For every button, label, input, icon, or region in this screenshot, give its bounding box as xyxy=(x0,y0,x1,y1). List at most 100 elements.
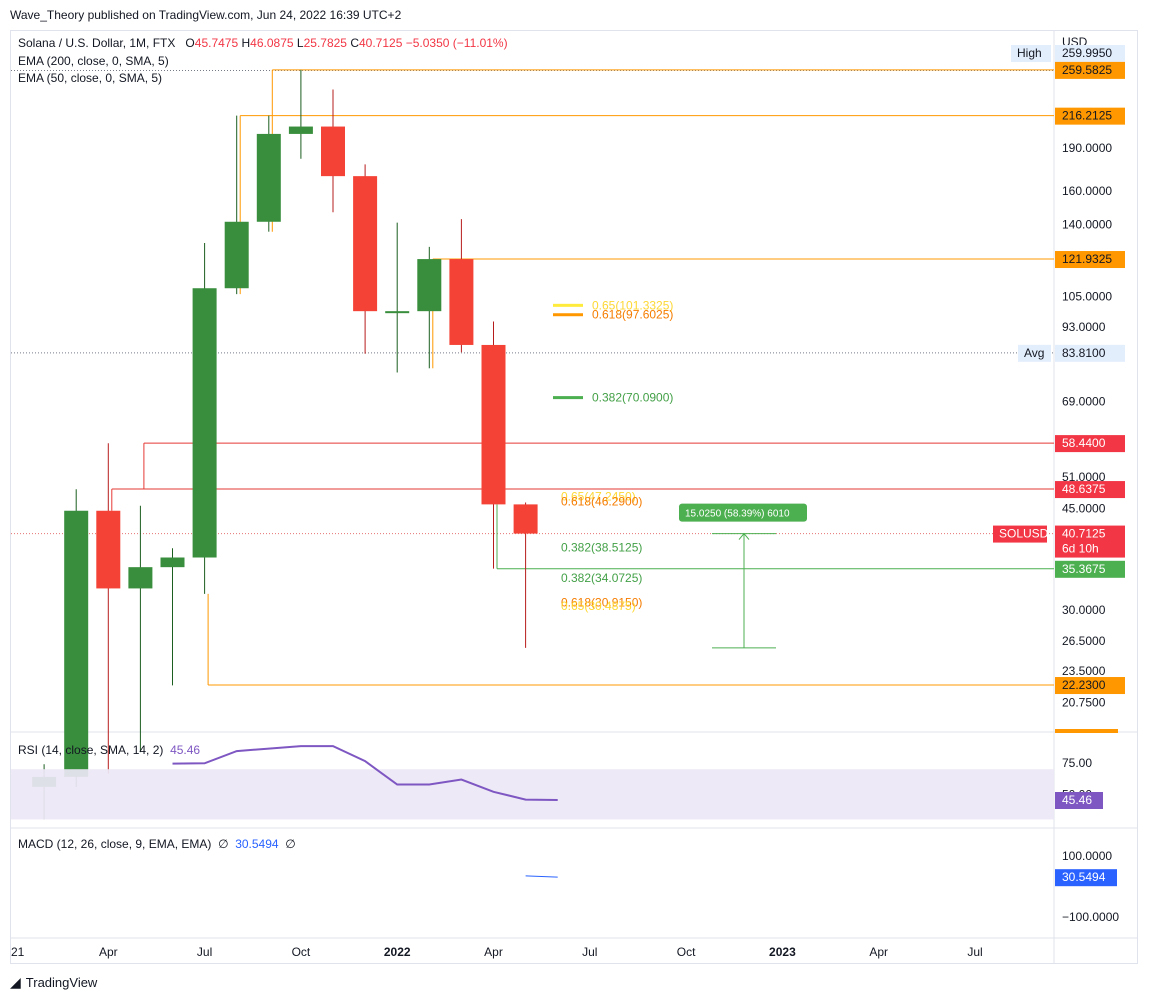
fib-level-label: 0.65(30.4875) xyxy=(561,599,636,613)
open-value: 45.7475 xyxy=(194,36,239,50)
fib-level-label: 0.65(101.3325) xyxy=(592,298,673,312)
candle-body[interactable] xyxy=(288,126,313,134)
time-tick-label: Apr xyxy=(869,945,888,959)
low-label: L xyxy=(296,36,304,50)
candle-body[interactable] xyxy=(513,504,538,534)
rsi-legend[interactable]: RSI (14, close, SMA, 14, 2) 45.46 xyxy=(18,743,200,757)
footer-brand-text: TradingView xyxy=(25,975,98,990)
price-tick-label: 45.0000 xyxy=(1062,502,1106,516)
candle-body[interactable] xyxy=(481,344,506,505)
price-axis-label-box xyxy=(1055,61,1125,79)
measure-label-box[interactable] xyxy=(679,503,807,522)
price-axis-label-box xyxy=(1055,435,1125,453)
macd-tick-label: −100.0000 xyxy=(1062,910,1119,924)
price-axis-label: 259.9950 xyxy=(1062,46,1112,60)
macd-line[interactable] xyxy=(525,875,558,878)
time-tick-label: Oct xyxy=(677,945,696,959)
candle-body[interactable] xyxy=(353,176,378,312)
price-tick-label: 23.5000 xyxy=(1062,664,1106,678)
price-tick-label: 69.0000 xyxy=(1062,395,1106,409)
price-tick-label: 51.0000 xyxy=(1062,470,1106,484)
time-tick-label: Jul xyxy=(967,945,982,959)
candle-body[interactable] xyxy=(417,259,442,312)
candle-body[interactable] xyxy=(224,221,249,289)
macd-legend[interactable]: MACD (12, 26, close, 9, EMA, EMA) ∅ 30.5… xyxy=(18,837,296,851)
symbol-title: Solana / U.S. Dollar, 1M, FTX xyxy=(18,36,176,50)
macd-value-box xyxy=(1055,869,1117,887)
rsi-value-box xyxy=(1055,792,1103,809)
fib-level-label: 0.382(38.5125) xyxy=(561,540,642,554)
price-axis-tag: High xyxy=(1017,46,1042,60)
fib-level-label: 0.382(70.0900) xyxy=(592,391,673,405)
tradingview-logo-icon: ◢ xyxy=(10,974,21,990)
price-axis-label: 121.9325 xyxy=(1062,252,1112,266)
candle-body[interactable] xyxy=(192,288,217,558)
candle-body[interactable] xyxy=(449,259,474,345)
rsi-title: RSI (14, close, SMA, 14, 2) xyxy=(18,743,164,757)
publish-info: Wave_Theory published on TradingView.com… xyxy=(10,8,402,22)
change-value: −5.0350 (−11.01%) xyxy=(405,36,508,50)
price-axis-label-box xyxy=(1055,481,1125,499)
price-axis-label: 35.3675 xyxy=(1062,562,1106,576)
ema50-legend[interactable]: EMA (50, close, 0, SMA, 5) xyxy=(18,71,163,85)
chart-frame xyxy=(10,30,1138,964)
price-tick-label: 26.5000 xyxy=(1062,634,1106,648)
price-axis-label-box xyxy=(1055,677,1125,695)
macd-legend-value: 30.5494 xyxy=(235,837,279,851)
rsi-value-label: 45.46 xyxy=(1062,793,1092,807)
candle-body[interactable] xyxy=(321,126,345,177)
fib-level-label: 0.382(34.0725) xyxy=(561,571,642,585)
open-label: O xyxy=(185,36,195,50)
price-tick-label: 93.0000 xyxy=(1062,320,1106,334)
footer-brand[interactable]: ◢ TradingView xyxy=(10,974,97,991)
price-axis-label-box xyxy=(1055,560,1125,578)
rsi-line[interactable] xyxy=(172,745,558,801)
price-axis-label: 83.8100 xyxy=(1062,346,1106,360)
price-axis-label: 58.4400 xyxy=(1062,436,1106,450)
price-tick-label: 105.0000 xyxy=(1062,289,1112,303)
high-label: H xyxy=(241,36,251,50)
macd-null-1: ∅ xyxy=(218,837,229,851)
price-tick-label: 160.0000 xyxy=(1062,184,1112,198)
price-axis-tag-box xyxy=(1018,344,1051,362)
rsi-band-fill xyxy=(11,769,1054,820)
time-tick-label: 2022 xyxy=(384,945,411,959)
price-axis-tag: SOLUSD xyxy=(999,527,1049,541)
symbol-legend: Solana / U.S. Dollar, 1M, FTX O45.7475 H… xyxy=(18,36,508,50)
candle-body[interactable] xyxy=(128,567,153,589)
candle-body[interactable] xyxy=(64,510,89,777)
price-tick-label: 30.0000 xyxy=(1062,603,1106,617)
time-tick-label: Apr xyxy=(484,945,503,959)
ema200-legend[interactable]: EMA (200, close, 0, SMA, 5) xyxy=(18,54,169,68)
time-tick-label: 21 xyxy=(11,945,25,959)
price-tick-label: 190.0000 xyxy=(1062,141,1112,155)
time-tick-label: Jul xyxy=(582,945,597,959)
low-value: 25.7825 xyxy=(303,36,347,50)
rsi-legend-value: 45.46 xyxy=(170,743,201,757)
fib-level-label: 0.618(46.2900) xyxy=(561,494,642,508)
time-tick-label: Oct xyxy=(292,945,311,959)
close-label: C xyxy=(350,36,359,50)
macd-null-2: ∅ xyxy=(285,837,296,851)
price-axis-edge-marker xyxy=(1055,729,1118,733)
price-axis-label-box xyxy=(1055,45,1125,62)
candle-body[interactable] xyxy=(385,311,410,314)
macd-title: MACD (12, 26, close, 9, EMA, EMA) xyxy=(18,837,212,851)
candle-body[interactable] xyxy=(160,557,185,568)
fib-level-label: 0.618(30.9150) xyxy=(561,595,642,609)
high-value: 46.0875 xyxy=(250,36,294,50)
price-axis-tag-box xyxy=(993,525,1047,543)
price-axis-label-box xyxy=(1055,525,1125,558)
fib-level-label: 0.618(97.6025) xyxy=(592,308,673,322)
macd-value-label: 30.5494 xyxy=(1062,870,1106,884)
fib-marker xyxy=(553,303,583,307)
time-tick-label: 2023 xyxy=(769,945,796,959)
fib-marker xyxy=(553,396,583,400)
macd-tick-label: 100.0000 xyxy=(1062,849,1112,863)
measure-arrow-head xyxy=(738,532,750,540)
price-axis-label: 22.2300 xyxy=(1062,678,1106,692)
time-tick-label: Jul xyxy=(197,945,212,959)
candle-body[interactable] xyxy=(96,510,121,589)
candle-body[interactable] xyxy=(256,133,281,222)
